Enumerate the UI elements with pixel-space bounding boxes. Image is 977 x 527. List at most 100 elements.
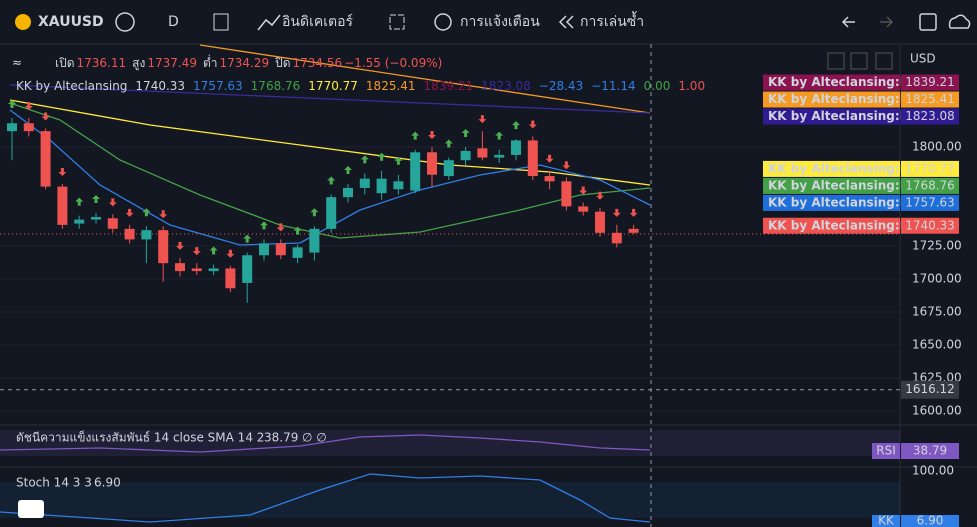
- alerts[interactable]: การแจ้งเตือน: [460, 14, 540, 30]
- sell-arrow: [176, 241, 184, 250]
- layouts[interactable]: [389, 14, 405, 30]
- interval[interactable]: D: [168, 14, 179, 30]
- candle-body: [309, 228, 320, 253]
- buy-arrow: [461, 129, 470, 137]
- price-axis: 1800.001725.001700.001675.001650.001625.…: [763, 74, 962, 418]
- plot-name: KK by Alteclansing:Plot: [768, 161, 927, 175]
- candle-body: [427, 152, 437, 175]
- candle-body: [393, 181, 404, 190]
- crosshair-tag: [901, 380, 959, 399]
- legend-item: 1740.33: [135, 79, 185, 93]
- plot-value: 1823.08: [905, 109, 955, 123]
- symbol[interactable]: XAUUSD: [38, 14, 104, 30]
- indicators-icon[interactable]: [257, 14, 281, 31]
- plot-name-tag: [763, 194, 900, 211]
- candle-body: [443, 160, 454, 177]
- cloud[interactable]: [948, 14, 971, 29]
- plot-value: 1770.77: [905, 161, 955, 175]
- candle-body: [376, 178, 387, 194]
- rsi-tag-text: RSI: [876, 444, 896, 458]
- replay[interactable]: การเล่นซ้ำ: [580, 11, 644, 30]
- candle-body: [477, 148, 488, 158]
- plot-name: KK by Alteclansing:Plot: [768, 109, 927, 123]
- sell-arrow: [545, 154, 554, 163]
- scroll-btn[interactable]: [827, 52, 845, 70]
- candle-body: [259, 243, 269, 256]
- add-symbol[interactable]: [115, 12, 135, 32]
- buy-arrow: [243, 234, 252, 243]
- legend-item: 1736.11: [77, 56, 127, 70]
- chart-type[interactable]: [213, 13, 229, 31]
- stoch-title: Stoch 14 3 3: [16, 476, 92, 490]
- plot-value-tag: [901, 74, 959, 91]
- candle-body: [91, 216, 101, 220]
- sell-arrow: [125, 208, 134, 217]
- sell-arrow: [108, 198, 117, 207]
- candle-body: [57, 186, 68, 225]
- fullscreen[interactable]: [919, 13, 937, 31]
- plot-value-tag: [901, 108, 959, 125]
- currency[interactable]: USD: [910, 52, 936, 66]
- collapse-icon[interactable]: ≈: [12, 56, 22, 70]
- candle-body: [561, 181, 572, 207]
- logo[interactable]: [18, 500, 44, 518]
- legend-item: KK by Alteclansing: [16, 79, 127, 93]
- scale-btn[interactable]: [850, 52, 868, 70]
- sell-arrow: [629, 208, 638, 217]
- plot-name: KK by Alteclansing:Plot: [768, 92, 927, 106]
- plot-name-tag: [763, 74, 900, 91]
- sell-arrow: [41, 112, 50, 121]
- candle-body: [242, 255, 253, 283]
- plot-name: KK by Alteclansing:Plot: [768, 218, 927, 232]
- sell-arrow: [596, 191, 604, 200]
- candle-body: [175, 263, 185, 272]
- indicators[interactable]: อินดิเคเตอร์: [282, 13, 354, 30]
- candle-body: [544, 176, 555, 182]
- redo[interactable]: [880, 16, 894, 28]
- plot-name-tag: [763, 160, 900, 177]
- sell-arrow: [612, 208, 621, 217]
- plot-value-tag: [901, 160, 959, 177]
- candle-body: [611, 232, 622, 244]
- legend-item: สูง: [132, 56, 145, 71]
- ma-line: [199, 44, 651, 114]
- buy-arrow: [344, 165, 352, 174]
- rsi-line: [0, 434, 651, 453]
- symbol-icon[interactable]: [15, 14, 31, 30]
- sell-arrow: [528, 120, 537, 129]
- candle-body: [359, 178, 370, 188]
- candle-body: [595, 211, 605, 233]
- y-tick-label: 1675.00: [912, 305, 962, 319]
- buy-arrow: [360, 155, 369, 164]
- plot-value: 1825.41: [905, 92, 955, 106]
- candle-body: [326, 197, 337, 229]
- reset-btn[interactable]: [875, 52, 893, 70]
- indicator-legend: KK by Alteclansing 1740.33 1757.63 1768.76 1…: [16, 79, 705, 93]
- ma-line: [9, 99, 651, 186]
- stoch-band: [0, 482, 900, 518]
- plot-value: 1757.63: [905, 195, 955, 209]
- stoch-level: 100.00: [912, 464, 954, 478]
- buy-arrow: [142, 208, 151, 217]
- crosshair-label: 1616.12: [905, 382, 955, 396]
- sell-arrow: [428, 131, 436, 139]
- legend-item: 1770.77: [308, 79, 358, 93]
- sell-arrow: [478, 115, 487, 124]
- replay-icon[interactable]: [558, 15, 574, 29]
- alert-icon[interactable]: [434, 13, 452, 31]
- buy-arrow: [310, 208, 319, 217]
- candle-body: [141, 230, 152, 240]
- plot-name: KK by Alteclansing:Plot: [768, 75, 927, 89]
- buy-arrow: [260, 221, 268, 230]
- stoch-tag-value: 6.90: [917, 514, 944, 527]
- undo[interactable]: [841, 16, 855, 28]
- buy-arrow: [411, 131, 420, 140]
- plot-name: KK by Alteclansing:Plot: [768, 195, 927, 209]
- legend-item: −28.43: [539, 79, 583, 93]
- legend-item: 1825.41: [366, 79, 416, 93]
- candle-body: [410, 152, 421, 191]
- plot-name-tag: [763, 91, 900, 108]
- plot-value-tag: [901, 194, 959, 211]
- sell-arrow: [226, 249, 235, 258]
